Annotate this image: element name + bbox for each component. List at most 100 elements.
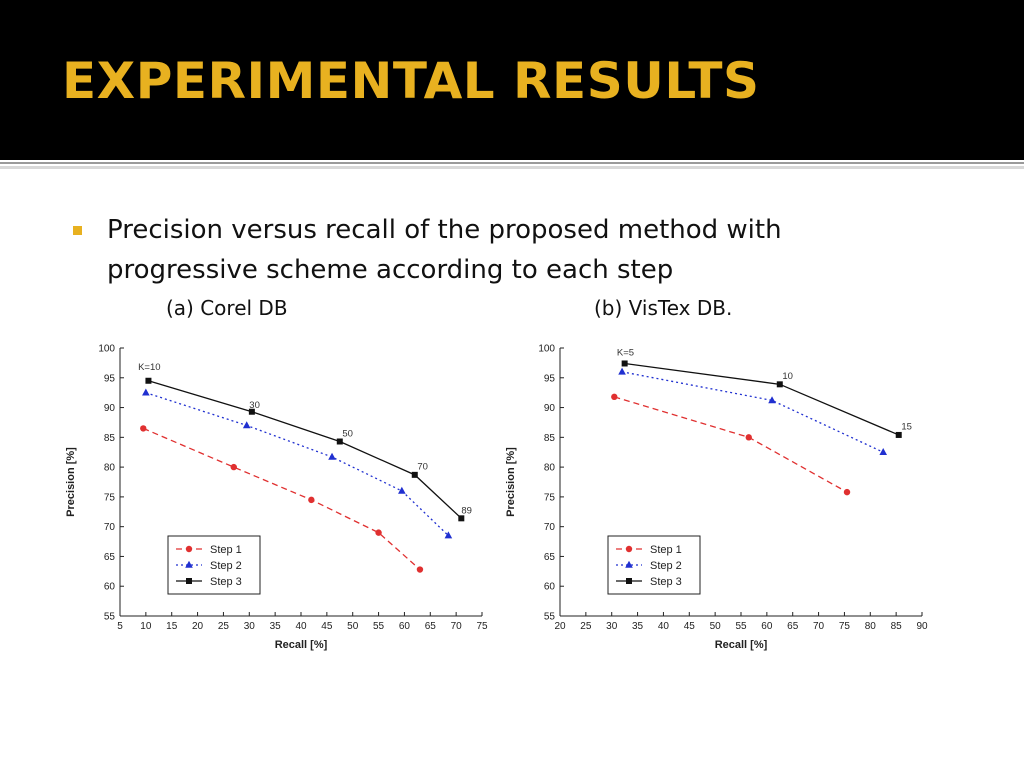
chart1-x-tick-label: 70 [451,621,463,632]
chart2-series-1-point [745,434,752,441]
chart1-series-3-point [411,471,418,478]
chart1-series-1-point [416,566,424,573]
chart2-series-3-point [776,381,783,388]
chart1-series-1-point [230,463,237,471]
title-bar [0,0,1024,160]
chart2-x-tick-label: 25 [580,621,592,632]
chart2-x-axis-title: Recall [%] [715,639,768,651]
chart1-x-axis-title: Recall [%] [275,639,328,651]
chart2-y-tick-label: 85 [544,433,556,444]
chart1-x-tick-label: 35 [270,621,282,632]
chart2-x-tick-label: 70 [813,621,825,632]
chart1-x-tick-label: 15 [166,621,178,632]
chart1-series-3-point [145,377,152,384]
chart2-series-1-point [843,488,851,496]
chart1-x-tick-label: 55 [373,621,385,632]
chart1-point-annotation: 30 [249,400,260,411]
chart2-y-tick-label: 80 [544,463,556,474]
chart2-x-tick-label: 85 [891,621,903,632]
chart2-x-tick-label: 20 [554,621,566,632]
chart2-x-tick-label: 80 [865,621,877,632]
chart1-series-1-point [375,529,382,536]
chart2-x-tick-label: 35 [632,621,644,632]
chart1-x-tick-label: 30 [244,621,256,632]
chart2-y-tick-label: 90 [544,403,556,414]
chart2-legend-label: Step 2 [650,560,682,572]
chart2-x-tick-label: 65 [787,621,799,632]
chart1-x-tick-label: 20 [192,621,204,632]
chart2-series-3-point [621,360,628,367]
chart-vistex-db: 55 60 65 70 75 80 85 90 95 100 20 25 30 35 40 45 50 55 60 6… [496,330,936,665]
chart2-series-3-point [895,431,902,438]
chart1-series-3-point [458,515,465,522]
slide-title: EXPERIMENTAL RESULTS [62,52,760,110]
chart1-legend-label: Step 3 [210,576,242,588]
chart1-series-2-line [145,392,449,537]
chart1-y-tick-label: 85 [104,433,116,444]
chart1-series-2-point [242,421,251,429]
chart1-y-tick-label: 70 [104,522,116,533]
chart2-x-tick-label: 45 [684,621,696,632]
chart2-series-2-point [879,448,888,456]
chart1-y-tick-label: 95 [104,373,116,384]
chart2-y-tick-label: 55 [544,612,556,623]
chart1-x-tick-label: 50 [347,621,359,632]
chart1-x-tick-label: 65 [425,621,437,632]
chart-a-label: (a) Corel DB [166,296,288,320]
chart1-y-tick-label: 55 [104,612,116,623]
chart2-y-axis-title: Precision [%] [505,447,517,517]
chart1-y-tick-label: 65 [104,552,116,563]
chart2-y-tick-label: 70 [544,522,556,533]
chart1-point-annotation: 89 [461,506,472,517]
chart1-point-annotation: K=10 [138,362,160,373]
chart2-legend-swatch-marker [625,545,633,553]
chart2-series-2-point [618,367,626,375]
chart1-series-3-point [248,408,255,415]
chart1-x-tick-label: 10 [140,621,152,632]
chart1-series-2-point [328,452,336,460]
chart1-series-2-point [142,388,150,396]
chart1-series-1-point [308,496,315,504]
chart1-legend-swatch-marker [185,560,193,568]
chart2-x-tick-label: 50 [710,621,722,632]
chart2-y-tick-label: 100 [538,344,555,355]
chart2-point-annotation: K=5 [617,348,634,359]
chart2-series-1-line [614,396,848,493]
chart-corel-db-svg: 55 60 65 70 75 80 85 90 95 100 5 10 15 20 25 30 35 40 45 50… [65,344,488,652]
chart1-series-2-point [398,486,406,494]
chart-corel-db: 55 60 65 70 75 80 85 90 95 100 5 10 15 20 25 30 35 40 45 50… [56,330,496,665]
chart1-x-tick-label: 25 [218,621,230,632]
chart1-point-annotation: 50 [342,429,353,440]
chart1-x-tick-label: 45 [321,621,333,632]
chart2-legend-label: Step 3 [650,576,682,588]
chart1-series-3-point [336,438,343,445]
chart2-x-tick-label: 75 [839,621,851,632]
chart2-y-tick-label: 75 [544,492,556,503]
chart1-x-tick-label: 40 [295,621,307,632]
title-divider-shadow [0,166,1024,169]
chart1-series-1-point [140,425,147,432]
chart1-y-tick-label: 100 [98,344,115,355]
chart1-point-annotation: 70 [417,461,428,472]
chart1-legend-box [167,535,261,595]
chart2-point-annotation: 15 [901,422,912,433]
chart2-y-tick-label: 60 [544,582,556,593]
chart2-series-3-line [624,362,899,436]
chart-vistex-db-svg: 55 60 65 70 75 80 85 90 95 100 20 25 30 35 40 45 50 55 60 6… [505,344,928,652]
chart2-x-tick-label: 90 [916,621,928,632]
chart2-y-tick-label: 95 [544,373,556,384]
chart1-x-tick-label: 60 [399,621,411,632]
chart2-x-tick-label: 60 [761,621,773,632]
chart2-legend-swatch-marker [625,560,633,568]
chart1-series-2-point [444,531,453,539]
chart2-x-tick-label: 55 [735,621,747,632]
chart-b-label: (b) VisTex DB. [594,296,733,320]
chart1-x-tick-label: 5 [117,621,123,632]
chart1-legend-label: Step 1 [210,544,242,556]
title-divider [0,162,1024,164]
chart1-y-axis-title: Precision [%] [65,447,77,517]
chart2-point-annotation: 10 [782,371,793,382]
chart1-y-tick-label: 75 [104,492,116,503]
chart2-series-2-line [621,371,884,453]
chart2-x-tick-label: 40 [658,621,670,632]
